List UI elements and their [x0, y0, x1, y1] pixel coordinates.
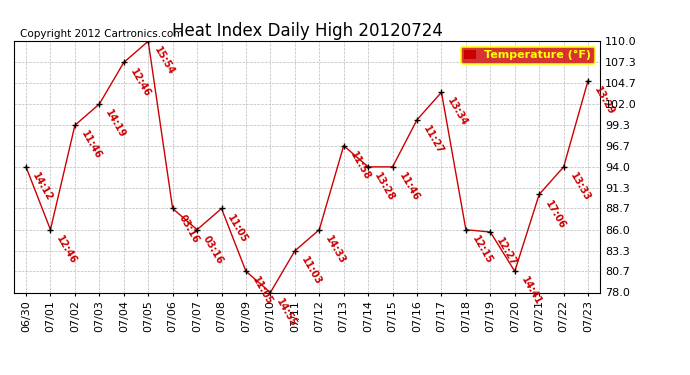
- Text: 13:29: 13:29: [592, 85, 616, 117]
- Text: 12:46: 12:46: [128, 67, 152, 99]
- Text: 11:46: 11:46: [397, 171, 421, 203]
- Text: 03:16: 03:16: [201, 234, 226, 266]
- Text: 13:34: 13:34: [446, 96, 470, 128]
- Text: 14:55: 14:55: [275, 297, 299, 328]
- Text: 03:16: 03:16: [177, 213, 201, 244]
- Text: 11:27: 11:27: [421, 124, 445, 156]
- Text: 14:41: 14:41: [519, 276, 543, 308]
- Text: 11:58: 11:58: [348, 150, 372, 182]
- Legend: Temperature (°F): Temperature (°F): [461, 47, 595, 64]
- Text: 13:33: 13:33: [568, 171, 592, 203]
- Text: 14:19: 14:19: [104, 108, 128, 140]
- Text: 11:46: 11:46: [79, 129, 104, 161]
- Text: 13:28: 13:28: [373, 171, 397, 203]
- Text: Copyright 2012 Cartronics.com: Copyright 2012 Cartronics.com: [19, 29, 183, 39]
- Text: 12:27: 12:27: [495, 236, 519, 268]
- Text: 12:15: 12:15: [470, 234, 494, 266]
- Text: 17:06: 17:06: [543, 198, 568, 230]
- Text: 11:05: 11:05: [250, 276, 275, 308]
- Text: 11:05: 11:05: [226, 213, 250, 244]
- Text: 15:54: 15:54: [152, 45, 177, 77]
- Text: 14:33: 14:33: [324, 234, 348, 266]
- Text: 12:46: 12:46: [55, 234, 79, 266]
- Title: Heat Index Daily High 20120724: Heat Index Daily High 20120724: [172, 22, 442, 40]
- Text: 11:03: 11:03: [299, 255, 323, 287]
- Text: 14:12: 14:12: [30, 171, 55, 203]
